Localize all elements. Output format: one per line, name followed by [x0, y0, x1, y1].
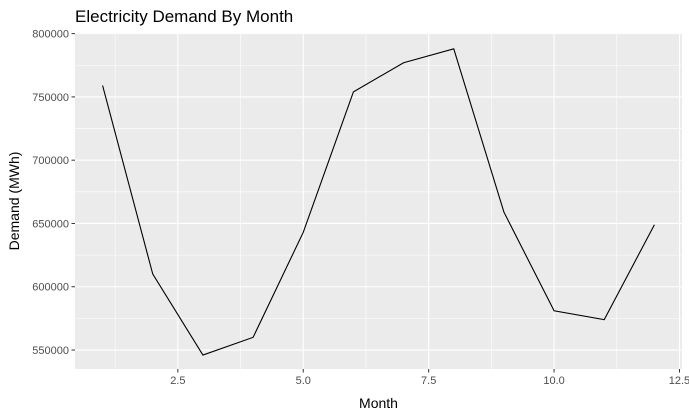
- plot-panel: [75, 33, 682, 369]
- y-axis-ticks: 550000 600000 650000 700000 750000 800000: [32, 29, 75, 357]
- x-tick-label: 2.5: [170, 375, 185, 387]
- x-tick-label: 5.0: [296, 375, 311, 387]
- y-tick-label: 800000: [32, 29, 69, 41]
- major-gridlines: [75, 33, 682, 369]
- y-tick-label: 600000: [32, 282, 69, 294]
- y-tick-label: 750000: [32, 92, 69, 104]
- y-axis-title: Demand (MWh): [6, 152, 22, 251]
- y-tick-label: 650000: [32, 218, 69, 230]
- x-tick-label: 7.5: [421, 375, 436, 387]
- chart-title: Electricity Demand By Month: [75, 7, 293, 26]
- x-tick-label: 10.0: [543, 375, 564, 387]
- x-tick-label: 12.5: [669, 375, 689, 387]
- y-tick-label: 700000: [32, 155, 69, 167]
- y-tick-label: 550000: [32, 345, 69, 357]
- x-axis-ticks: 2.5 5.0 7.5 10.0 12.5: [170, 369, 689, 387]
- x-axis-title: Month: [359, 395, 398, 411]
- minor-gridlines: [75, 33, 682, 369]
- demand-line: [102, 48, 655, 356]
